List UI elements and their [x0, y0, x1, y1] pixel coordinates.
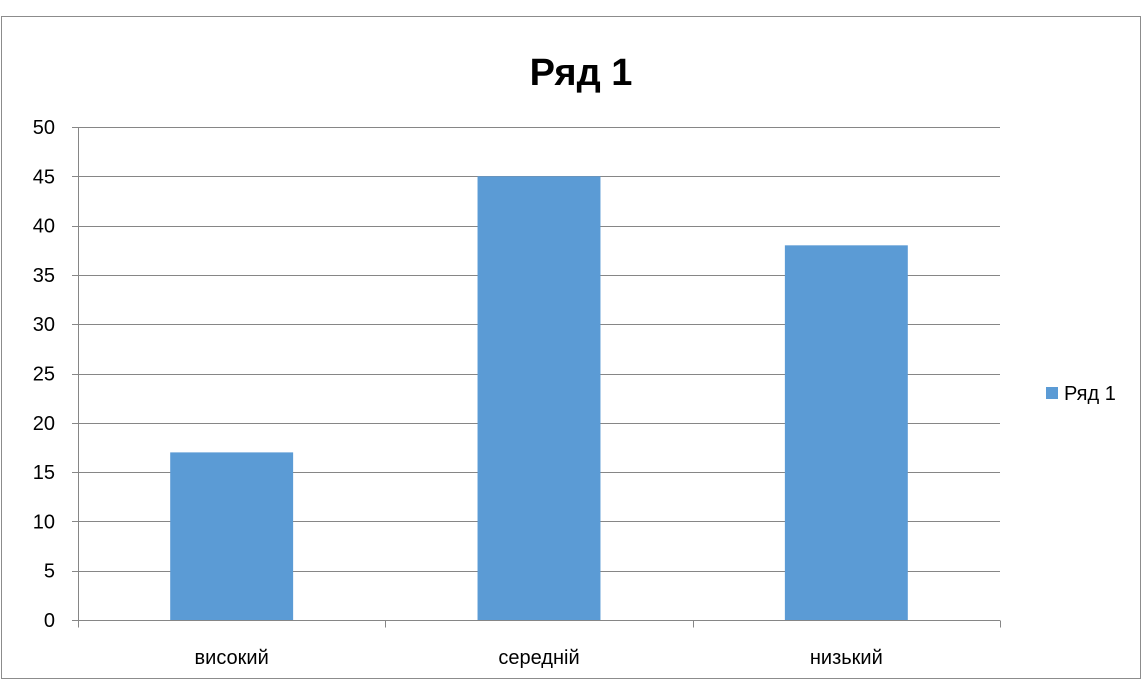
y-tick-labels: 0 5 10 15 20 25 30 35 40 45 50 — [33, 117, 55, 632]
y-tick-label: 30 — [33, 314, 55, 336]
x-tick-label: середній — [498, 647, 579, 669]
y-tick-label: 50 — [33, 117, 55, 139]
x-tick-labels: високий середній низький — [195, 647, 883, 669]
y-tick-label: 25 — [33, 364, 55, 386]
y-tick-label: 35 — [33, 265, 55, 287]
legend-label: Ряд 1 — [1064, 383, 1116, 405]
legend-swatch — [1046, 387, 1058, 399]
y-tick-label: 45 — [33, 166, 55, 188]
bar-низький — [784, 245, 908, 620]
chart-title: Ряд 1 — [530, 52, 633, 94]
legend: Ряд 1 — [1046, 383, 1116, 405]
axes — [72, 127, 1001, 628]
x-tick-label: високий — [195, 647, 269, 669]
y-tick-label: 10 — [33, 511, 55, 533]
x-tick-label: низький — [810, 647, 883, 669]
bar-високий — [170, 452, 294, 620]
bars — [170, 176, 908, 621]
y-tick-label: 5 — [44, 561, 55, 583]
y-tick-label: 20 — [33, 413, 55, 435]
bar-середній — [477, 176, 601, 621]
y-tick-label: 15 — [33, 462, 55, 484]
y-tick-label: 0 — [44, 610, 55, 632]
y-tick-label: 40 — [33, 216, 55, 238]
